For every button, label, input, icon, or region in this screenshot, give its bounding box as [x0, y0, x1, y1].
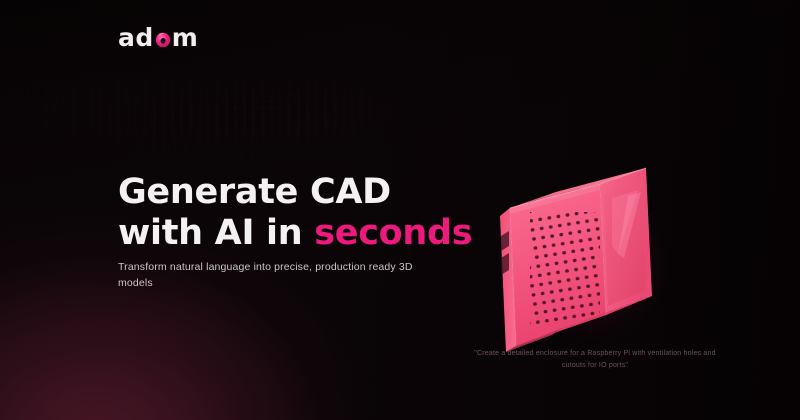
- hero-subtitle: Transform natural language into precise,…: [118, 261, 413, 290]
- model-internal-rib-secondary: [618, 192, 641, 258]
- logo-text-after: m: [171, 22, 199, 52]
- model-internal-rib: [612, 190, 638, 254]
- model-top-port-cutout-2: [556, 187, 586, 195]
- headline-line-2-prefix: with AI in: [118, 212, 315, 253]
- model-side-cutout-2: [501, 253, 509, 275]
- model-top-face: [510, 168, 646, 208]
- headline-line-1: Generate CAD: [118, 172, 391, 212]
- model-inner-cavity: [604, 181, 646, 306]
- hero-headline: Generate CAD with AI in seconds: [118, 172, 473, 254]
- model-render-area: [478, 150, 708, 380]
- brand-logo[interactable]: ad m: [118, 24, 198, 50]
- logo-text-before: ad: [118, 22, 154, 52]
- model-side-cutout-1: [501, 231, 509, 251]
- model-prompt-caption: "Create a detailed enclosure for a Raspb…: [474, 350, 716, 369]
- adam-droplet-mark-icon: [155, 32, 171, 48]
- model-top-port-cutout-1: [528, 194, 558, 202]
- model-ventilation-grid: [530, 212, 600, 324]
- headline-line-2: with AI in seconds: [118, 212, 473, 254]
- headline-accent-word: seconds: [314, 212, 473, 253]
- raspberry-pi-enclosure-3d-render: [500, 167, 652, 352]
